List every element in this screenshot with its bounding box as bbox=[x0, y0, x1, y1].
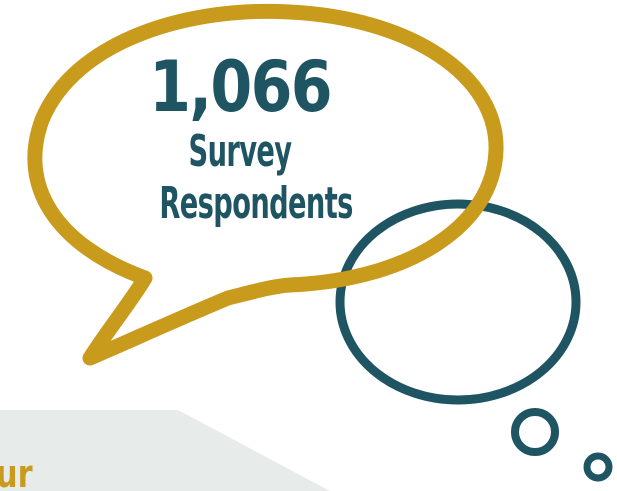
stat-label-line-2: Respondents bbox=[159, 178, 353, 229]
truncated-heading-fragment: ur bbox=[0, 452, 33, 491]
thought-bubble-icon bbox=[335, 199, 613, 482]
respondent-count: 1,066 bbox=[149, 46, 333, 128]
stat-block: 1,066 Survey Respondents bbox=[110, 52, 370, 226]
speech-bubble-icon bbox=[27, 3, 504, 366]
stat-label-line-1: Survey bbox=[188, 126, 292, 177]
background-panel bbox=[0, 410, 330, 491]
